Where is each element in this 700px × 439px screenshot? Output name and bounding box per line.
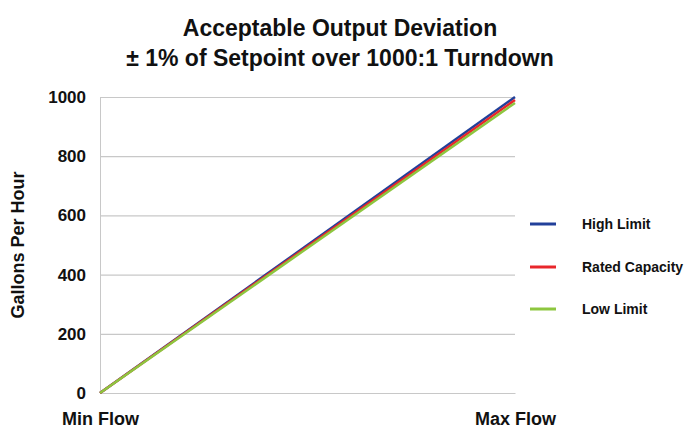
chart-title: Acceptable Output Deviation [183,15,497,41]
grid-line [100,393,515,394]
y-tick: 200 [58,325,100,344]
y-tick: 800 [58,147,100,166]
legend-item: Rated Capacity [530,259,683,275]
x-axis-line [101,393,516,394]
grid-line [100,275,515,276]
grid-tick [100,275,515,276]
legend-swatch [530,266,556,269]
y-tick: 400 [58,266,100,285]
y-tick-label: 800 [58,147,86,166]
y-axis-line [100,98,101,394]
legend: High Limit Rated Capacity Low Limit [530,216,683,317]
y-tick-label: 1000 [48,88,86,107]
grid [100,98,515,394]
grid-line [100,97,515,98]
grid-line [100,156,515,157]
legend-item: Low Limit [530,301,648,317]
y-tick-label: 0 [77,384,86,403]
x-axis: Min Flow Max Flow [62,393,557,429]
series-group [100,97,515,393]
y-tick: 0 [77,384,100,403]
grid-tick [100,215,515,216]
x-tick-label: Max Flow [475,409,557,429]
y-tick: 600 [58,206,100,225]
grid-tick [100,334,515,335]
legend-label: Rated Capacity [582,259,683,275]
legend-swatch [530,308,556,311]
grid-line [100,215,515,216]
y-axis-title: Gallons Per Hour [8,171,28,318]
grid-line [100,334,515,335]
series-line [100,103,515,393]
y-tick-label: 400 [58,266,86,285]
legend-swatch [530,223,556,226]
y-tick-label: 600 [58,206,86,225]
chart-subtitle: ± 1% of Setpoint over 1000:1 Turndown [126,45,554,71]
grid-tick [100,97,515,98]
legend-item: High Limit [530,216,651,232]
grid-tick [100,393,515,394]
y-tick: 1000 [48,88,100,107]
y-axis: 0 200 400 600 800 1000 [48,88,100,403]
chart: Acceptable Output Deviation ± 1% of Setpo… [0,0,700,439]
legend-label: Low Limit [582,301,648,317]
grid-tick [100,156,515,157]
series-line [100,100,515,393]
x-tick: Min Flow [62,393,140,429]
y-tick-label: 200 [58,325,86,344]
x-tick: Max Flow [475,393,557,429]
legend-label: High Limit [582,216,651,232]
x-tick-label: Min Flow [62,409,140,429]
series-line [100,97,515,393]
